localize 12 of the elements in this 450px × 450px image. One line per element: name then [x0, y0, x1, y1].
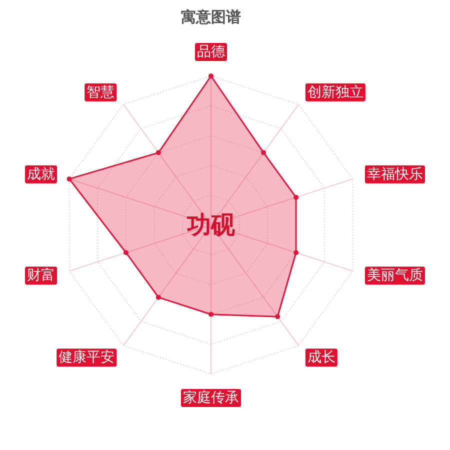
spoke-label: 家庭传承	[183, 390, 239, 406]
spoke-label: 成就	[27, 166, 56, 182]
spoke-label: 品德	[197, 44, 225, 60]
spoke-label: 创新独立	[307, 84, 364, 100]
spoke-label: 幸福快乐	[366, 166, 423, 182]
spoke-label: 财富	[27, 268, 56, 284]
spoke-label: 健康平安	[58, 350, 115, 366]
text: 功砚	[186, 211, 236, 239]
spoke-label: 美丽气质	[366, 268, 423, 284]
spoke-label: 智慧	[86, 84, 115, 100]
chart-title: 寓意图谱	[181, 8, 241, 26]
spoke-label: 成长	[307, 350, 336, 366]
